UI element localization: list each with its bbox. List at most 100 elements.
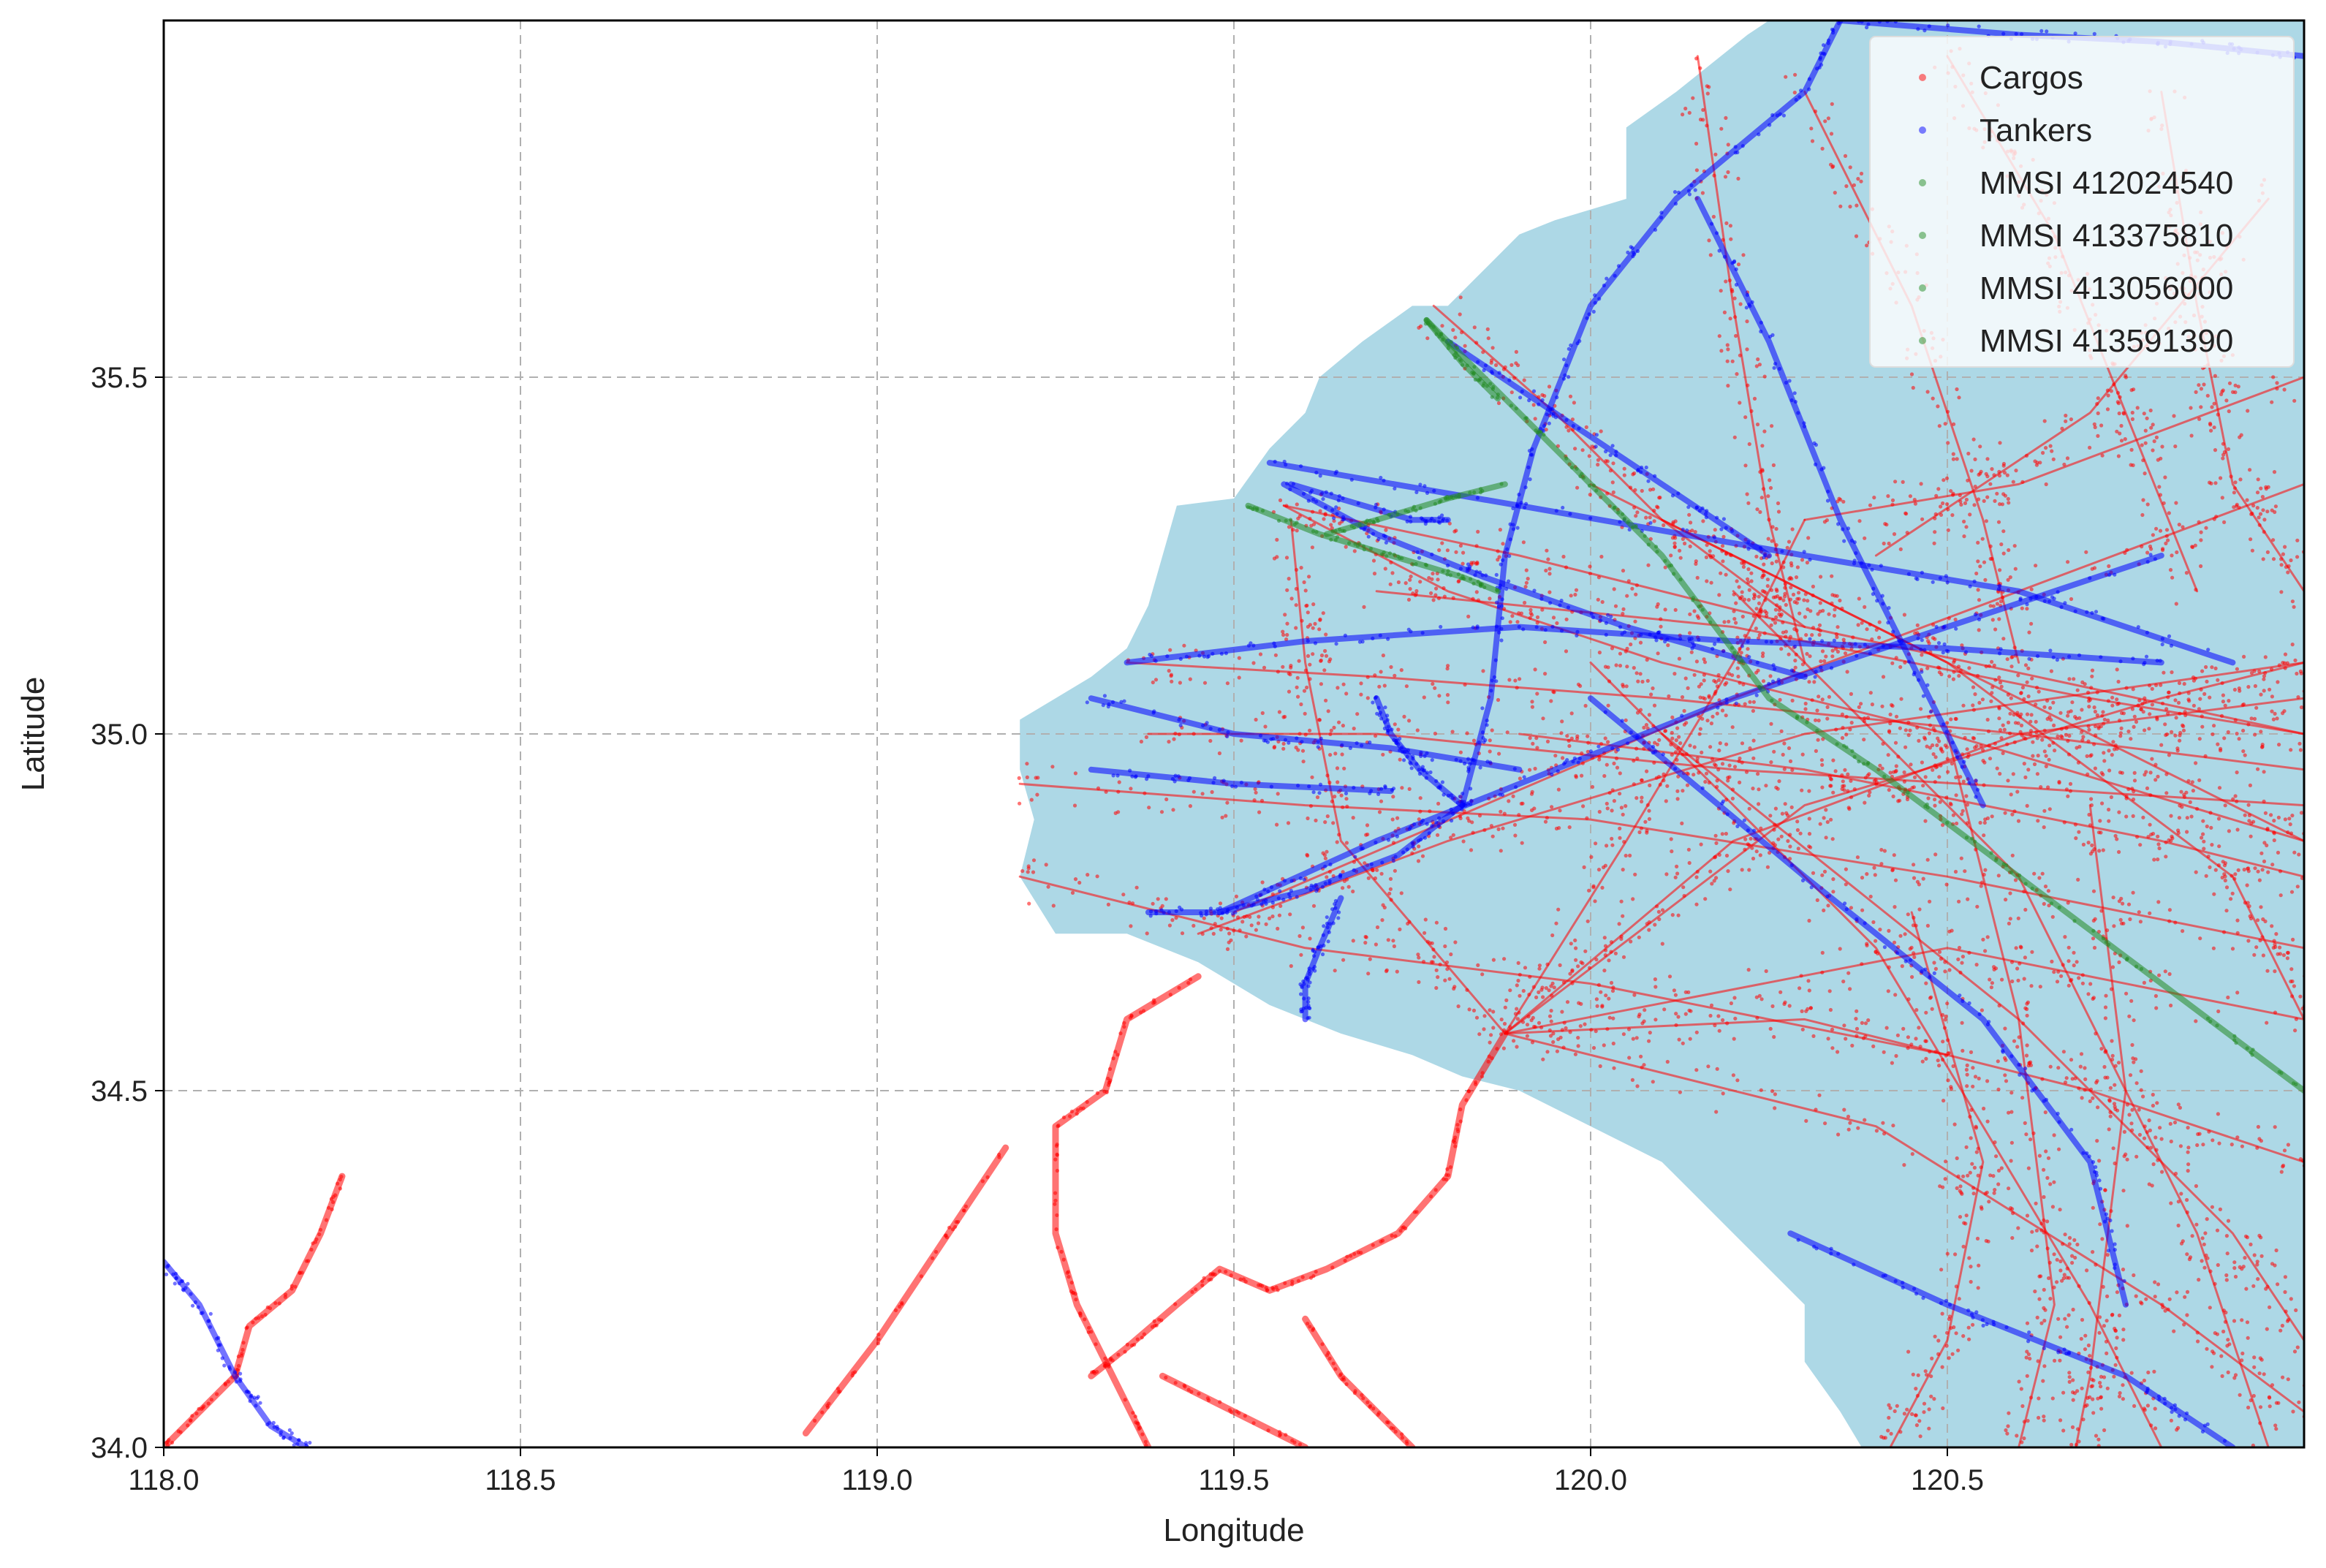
cargo-track-point xyxy=(1294,603,1298,607)
cargo-track-point xyxy=(2261,1450,2265,1454)
cargo-track-point xyxy=(1918,1045,1922,1049)
coastal-route-point xyxy=(1391,1426,1395,1431)
cargo-track-point xyxy=(2291,937,2295,942)
cargo-track-point xyxy=(1915,879,1920,884)
cargo-track-point xyxy=(1709,721,1713,726)
cargo-track-point xyxy=(1359,681,1363,686)
cargo-track-point xyxy=(1240,920,1245,924)
cargo-track-point xyxy=(1983,817,1988,822)
coastal-route-point xyxy=(1356,1250,1360,1254)
cargo-track-point xyxy=(1694,141,1699,146)
cargo-track-point xyxy=(1569,594,1573,598)
cargo-track-point xyxy=(1381,752,1385,757)
cargo-track-point xyxy=(1673,993,1678,997)
cargo-track-point xyxy=(1759,1088,1763,1092)
cargo-track-point xyxy=(2174,501,2178,505)
cargo-track-point xyxy=(1675,871,1680,876)
cargo-track-point xyxy=(2253,683,2257,689)
cargo-track-point xyxy=(1172,737,1176,741)
cargo-track-point xyxy=(1943,1018,1947,1022)
cargo-track-point xyxy=(2204,664,2208,670)
cargo-track-point xyxy=(1553,754,1558,758)
cargo-track-point xyxy=(2042,1364,2047,1368)
cargo-track-point xyxy=(1840,787,1844,791)
cargo-track-point xyxy=(1912,955,1917,959)
cargo-track-point xyxy=(1983,868,1988,872)
cargo-track-point xyxy=(1454,550,1458,554)
cargo-track-point xyxy=(1997,675,2001,680)
cargo-track-point xyxy=(1208,738,1213,743)
cargo-track-point xyxy=(1947,968,1952,972)
cargo-track-point xyxy=(1603,944,1608,948)
cargo-track-point xyxy=(2186,1150,2190,1154)
cargo-track-point xyxy=(1903,745,1908,749)
cargo-track-point xyxy=(2139,1088,2143,1092)
cargo-track-point xyxy=(1697,684,1701,689)
tanker-track-point xyxy=(1411,844,1415,849)
cargo-track-point xyxy=(1698,695,1702,700)
cargo-track-point xyxy=(1219,928,1223,932)
cargo-track-point xyxy=(1322,517,1326,521)
coastal-route-point xyxy=(1111,1056,1115,1061)
cargo-track-point xyxy=(1488,596,1492,601)
tanker-track-point xyxy=(1593,293,1597,298)
cargo-track-point xyxy=(1730,673,1735,678)
cargo-track-point xyxy=(1634,671,1639,675)
cargo-track-point xyxy=(2178,738,2182,743)
tanker-track-point xyxy=(1575,341,1580,346)
cargo-track-point xyxy=(1807,844,1811,849)
cargo-track-point xyxy=(1306,624,1310,629)
cargo-track-point xyxy=(1973,1075,1978,1079)
cargo-track-point xyxy=(2019,691,2023,695)
cargo-track-point xyxy=(2216,1009,2221,1014)
cargo-track-point xyxy=(2115,1355,2119,1360)
cargo-track-point xyxy=(1783,591,1787,596)
cargo-track-point xyxy=(1883,522,1887,526)
cargo-track-point xyxy=(1830,837,1835,841)
cargo-track-point xyxy=(1371,558,1376,563)
cargo-track-point xyxy=(1751,787,1755,791)
cargo-track-point xyxy=(1922,1410,1926,1414)
cargo-track-point xyxy=(1961,752,1965,757)
cargo-track-point xyxy=(1436,801,1441,806)
cargo-track-point xyxy=(2086,992,2091,996)
cargo-track-point xyxy=(1393,868,1397,873)
coastal-route-point xyxy=(241,1341,246,1345)
cargo-track-point xyxy=(2169,1139,2173,1144)
cargo-track-point xyxy=(1167,669,1171,673)
cargo-track-point xyxy=(1129,787,1133,791)
cargo-track-point xyxy=(2183,1295,2187,1299)
cargo-track-point xyxy=(2313,818,2316,822)
cargo-track-point xyxy=(1159,810,1164,814)
cargo-track-point xyxy=(1642,1063,1646,1067)
cargo-track-point xyxy=(2024,453,2029,458)
cargo-track-point xyxy=(2225,1251,2230,1256)
cargo-track-point xyxy=(2164,772,2169,776)
cargo-track-point xyxy=(1901,480,1905,485)
cargo-track-point xyxy=(1523,600,1527,605)
cargo-track-point xyxy=(1937,950,1942,954)
coastal-route-point xyxy=(1330,1265,1335,1270)
cargo-track-point xyxy=(2014,946,2018,950)
cargo-track-point xyxy=(1979,469,1983,474)
cargo-track-point xyxy=(1751,614,1756,618)
cargo-track-point xyxy=(1859,171,1864,176)
cargo-track-point xyxy=(1797,591,1801,595)
cargo-track-point xyxy=(1626,579,1631,583)
cargo-track-point xyxy=(2026,694,2031,699)
cargo-track-point xyxy=(1531,985,1536,989)
cargo-track-point xyxy=(1929,1374,1933,1379)
coastal-route-point xyxy=(257,1316,261,1320)
cargo-track-point xyxy=(1990,556,1994,561)
cargo-track-point xyxy=(2210,1365,2214,1369)
cargo-track-point xyxy=(2077,830,2081,834)
coastal-route-point xyxy=(327,1205,331,1210)
cargo-track-point xyxy=(1827,694,1831,699)
cargo-track-point xyxy=(1634,514,1638,518)
cargo-track-point xyxy=(1547,1028,1552,1033)
cargo-track-point xyxy=(1982,833,1986,838)
cargo-track-point xyxy=(2077,1086,2081,1091)
cargo-track-point xyxy=(1218,901,1223,906)
cargo-track-point xyxy=(1947,1356,1951,1360)
coastal-route-point xyxy=(1251,1421,1256,1425)
